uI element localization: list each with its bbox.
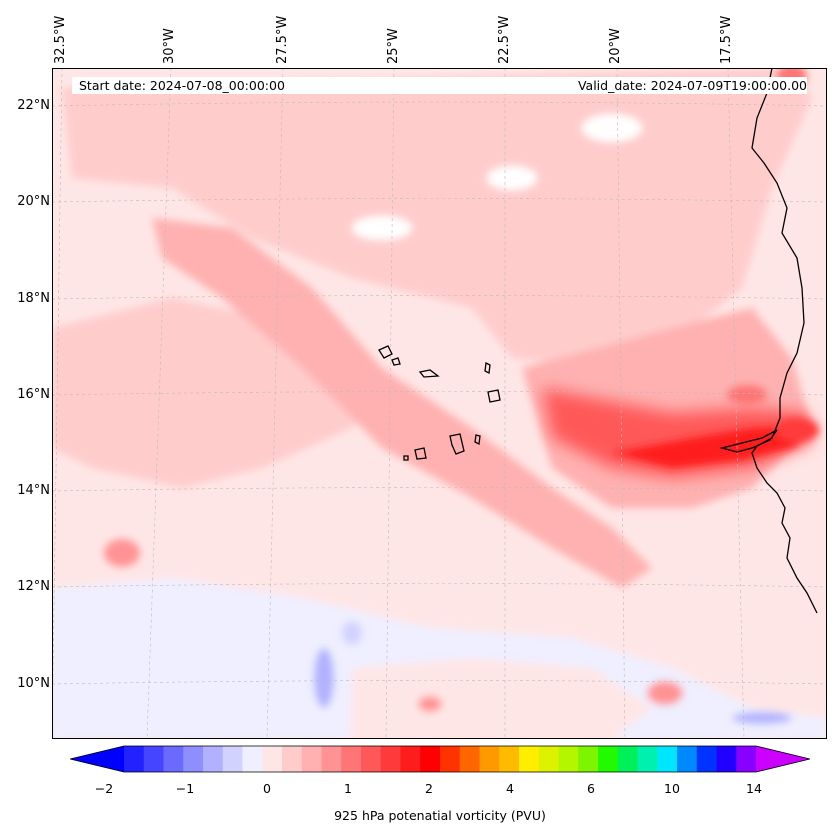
lat-label-20n: 20°N xyxy=(17,194,50,209)
island-maio xyxy=(474,434,481,445)
graticule xyxy=(52,68,827,739)
colorbar-segment xyxy=(657,746,678,772)
africa-coastline xyxy=(751,68,818,614)
colorbar-extend-high xyxy=(756,746,810,772)
colorbar-segment xyxy=(716,746,737,772)
colorbar-segment xyxy=(321,746,342,772)
colorbar-tick: 4 xyxy=(506,781,514,796)
lat-label-12n: 12°N xyxy=(17,579,50,594)
colorbar-tick: 6 xyxy=(587,781,595,796)
colorbar-segment xyxy=(677,746,698,772)
lat-label-16n: 16°N xyxy=(17,387,50,402)
pv-blob-s2 xyxy=(647,681,683,705)
island-sao-vicente xyxy=(391,357,401,366)
colorbar-outline xyxy=(70,745,810,773)
colorbar-segment xyxy=(479,746,500,772)
colorbar xyxy=(70,745,810,773)
pv-blob-blue1 xyxy=(314,648,334,708)
colorbar-title: 925 hPa potenatial vorticity (PVU) xyxy=(334,808,546,823)
island-santiago xyxy=(449,433,465,455)
lon-label-25w: 25°W xyxy=(386,28,401,64)
colorbar-segment xyxy=(499,746,520,772)
pv-zone-south-pink xyxy=(352,658,652,739)
pv-map xyxy=(52,68,827,739)
colorbar-segment xyxy=(578,746,599,772)
colorbar-segment xyxy=(242,746,263,772)
colorbar-segment xyxy=(301,746,322,772)
colorbar-segment xyxy=(459,746,480,772)
coastline xyxy=(719,68,818,614)
pv-blob-blue2 xyxy=(342,621,362,645)
gambia-river xyxy=(719,429,778,453)
colorbar-segment xyxy=(282,746,303,772)
colorbar-segment xyxy=(736,746,757,772)
colorbar-tick: −1 xyxy=(175,781,195,796)
colorbar-segment xyxy=(440,746,461,772)
colorbar-segment xyxy=(124,746,145,772)
island-fogo xyxy=(414,447,427,460)
colorbar-segment xyxy=(203,746,224,772)
lon-label-20w: 20°W xyxy=(608,28,623,64)
lat-label-14n: 14°N xyxy=(17,483,50,498)
colorbar-segment xyxy=(222,746,243,772)
colorbar-tick: 1 xyxy=(344,781,352,796)
colorbar-segment xyxy=(341,746,362,772)
pv-blob-blue3 xyxy=(732,712,792,724)
date-info-bar xyxy=(72,77,807,94)
lon-label-22-5w: 22.5°W xyxy=(497,15,512,64)
pv-streak-core xyxy=(612,426,797,468)
colorbar-tick: 0 xyxy=(263,781,271,796)
colorbar-segment xyxy=(420,746,441,772)
start-date-label: Start date: 2024-07-08_00:00:00 xyxy=(79,78,285,93)
colorbar-segment xyxy=(380,746,401,772)
island-boa-vista xyxy=(487,389,501,403)
island-sao-nicolau xyxy=(418,369,440,378)
map-frame xyxy=(52,68,827,739)
colorbar-segment xyxy=(143,746,164,772)
colorbar-segment xyxy=(598,746,619,772)
colorbar-tick: 2 xyxy=(425,781,433,796)
pv-blob-sw xyxy=(104,539,140,567)
colorbar-segment xyxy=(637,746,658,772)
valid-date-label: Valid_date: 2024-07-09T19:00:00.00 xyxy=(577,78,807,93)
pv-blob-white3 xyxy=(487,166,537,190)
colorbar-extend-low xyxy=(70,746,124,772)
pv-blob-coast-east xyxy=(775,418,819,442)
lon-label-27-5w: 27.5°W xyxy=(275,15,290,64)
lat-label-10n: 10°N xyxy=(17,676,50,691)
lon-label-30w: 30°W xyxy=(162,28,177,64)
pv-blob-white1 xyxy=(352,216,412,240)
colorbar-tick: −2 xyxy=(94,781,114,796)
pv-zone-north xyxy=(62,68,812,368)
colorbar-segment xyxy=(558,746,579,772)
colorbar-tick: 10 xyxy=(664,781,680,796)
pv-field xyxy=(52,68,827,739)
lat-label-18n: 18°N xyxy=(17,291,50,306)
colorbar-segment xyxy=(163,746,184,772)
pv-blob-coast-north xyxy=(727,385,767,405)
island-santo-antao xyxy=(378,345,393,359)
colorbar-segment xyxy=(696,746,717,772)
colorbar-segment xyxy=(183,746,204,772)
colorbar-segment xyxy=(519,746,540,772)
colorbar-segment xyxy=(538,746,559,772)
colorbar-segment xyxy=(361,746,382,772)
colorbar-tick: 14 xyxy=(746,781,762,796)
lon-label-17-5w: 17.5°W xyxy=(719,15,734,64)
island-sal xyxy=(484,362,491,374)
lon-label-32-5w: 32.5°W xyxy=(53,15,68,64)
lat-label-22n: 22°N xyxy=(17,98,50,113)
island-brava xyxy=(403,455,409,461)
pv-blob-white2 xyxy=(582,114,642,142)
colorbar-segment xyxy=(617,746,638,772)
colorbar-segment xyxy=(400,746,421,772)
colorbar-segment xyxy=(262,746,283,772)
cape-verde-islands xyxy=(378,345,501,461)
pv-blob-s1 xyxy=(418,696,442,712)
